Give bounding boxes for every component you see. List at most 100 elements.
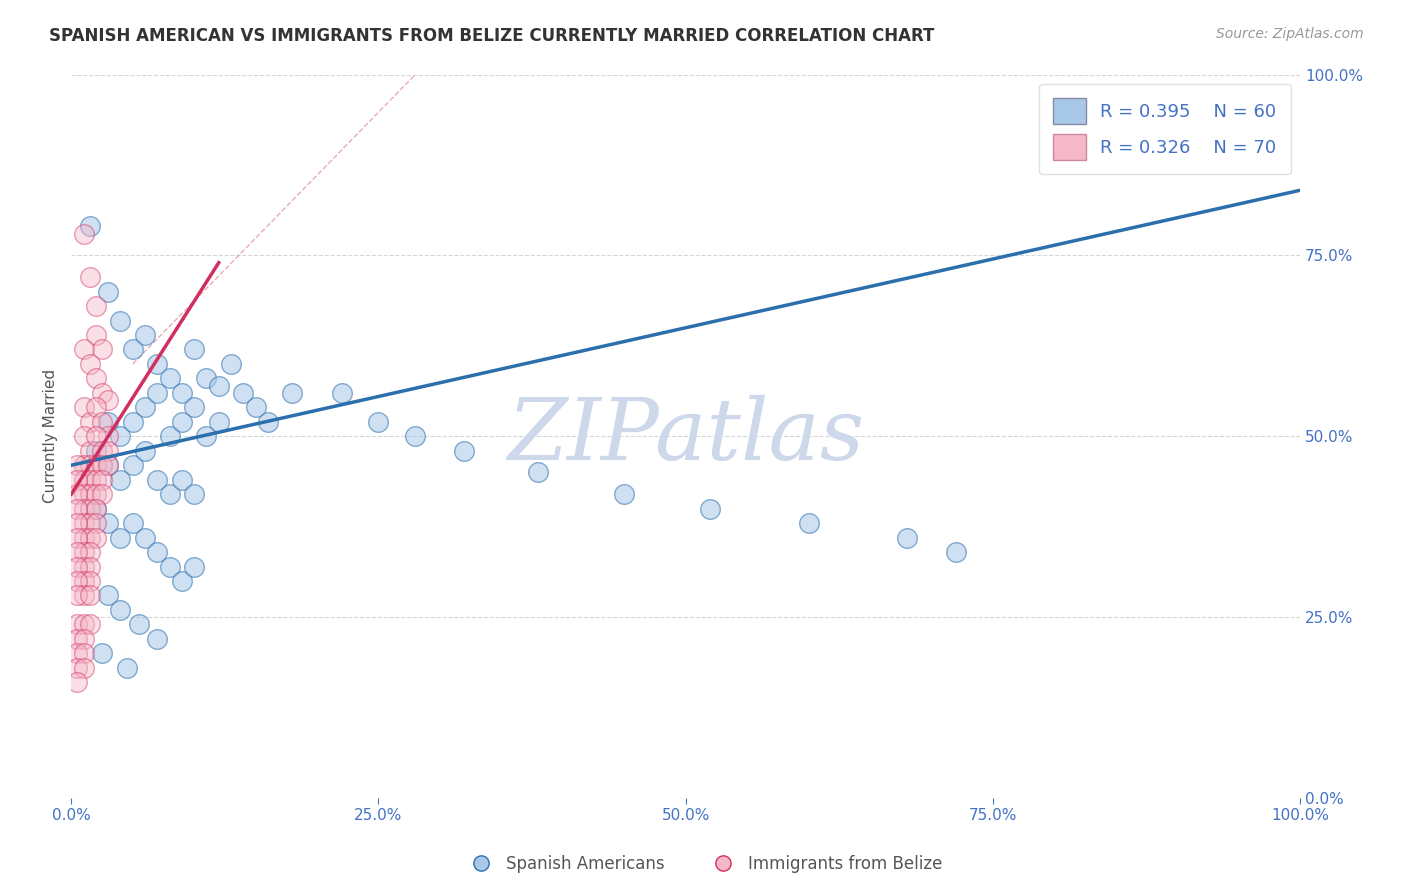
Point — [208, 415, 231, 429]
Point — [66, 661, 89, 675]
Point — [84, 501, 107, 516]
Point — [170, 574, 193, 588]
Point — [115, 661, 138, 675]
Point — [121, 458, 143, 473]
Point — [110, 313, 132, 327]
Point — [91, 343, 114, 357]
Point — [797, 516, 820, 530]
Point — [146, 632, 169, 646]
Point — [79, 589, 101, 603]
Point — [146, 357, 169, 371]
Point — [66, 516, 89, 530]
Point — [404, 429, 426, 443]
Point — [79, 270, 101, 285]
Point — [97, 458, 120, 473]
Point — [66, 545, 89, 559]
Point — [84, 299, 107, 313]
Point — [72, 401, 94, 415]
Point — [97, 415, 120, 429]
Point — [79, 473, 101, 487]
Point — [84, 371, 107, 385]
Point — [121, 415, 143, 429]
Point — [121, 343, 143, 357]
Text: ZIPatlas: ZIPatlas — [508, 395, 865, 477]
Point — [896, 531, 918, 545]
Point — [97, 589, 120, 603]
Y-axis label: Currently Married: Currently Married — [44, 369, 58, 503]
Point — [134, 401, 156, 415]
Point — [72, 458, 94, 473]
Point — [72, 516, 94, 530]
Point — [170, 473, 193, 487]
Point — [72, 646, 94, 660]
Point — [91, 646, 114, 660]
Point — [79, 531, 101, 545]
Point — [91, 385, 114, 400]
Point — [183, 343, 205, 357]
Point — [97, 429, 120, 443]
Point — [91, 415, 114, 429]
Point — [159, 487, 181, 501]
Point — [84, 328, 107, 343]
Point — [66, 501, 89, 516]
Point — [121, 516, 143, 530]
Point — [66, 589, 89, 603]
Point — [146, 473, 169, 487]
Point — [79, 458, 101, 473]
Point — [91, 473, 114, 487]
Point — [84, 401, 107, 415]
Point — [219, 357, 242, 371]
Point — [79, 545, 101, 559]
Point — [66, 458, 89, 473]
Point — [183, 401, 205, 415]
Point — [527, 466, 550, 480]
Point — [159, 559, 181, 574]
Point — [97, 516, 120, 530]
Point — [66, 617, 89, 632]
Point — [97, 443, 120, 458]
Point — [170, 415, 193, 429]
Point — [245, 401, 267, 415]
Point — [159, 429, 181, 443]
Point — [84, 429, 107, 443]
Point — [79, 617, 101, 632]
Point — [128, 617, 150, 632]
Point — [66, 473, 89, 487]
Point — [232, 385, 254, 400]
Point — [66, 632, 89, 646]
Legend: Spanish Americans, Immigrants from Belize: Spanish Americans, Immigrants from Beliz… — [457, 848, 949, 880]
Point — [72, 227, 94, 241]
Point — [84, 531, 107, 545]
Point — [330, 385, 353, 400]
Point — [72, 559, 94, 574]
Point — [72, 545, 94, 559]
Point — [170, 385, 193, 400]
Point — [84, 458, 107, 473]
Point — [613, 487, 636, 501]
Point — [79, 487, 101, 501]
Point — [72, 589, 94, 603]
Text: Source: ZipAtlas.com: Source: ZipAtlas.com — [1216, 27, 1364, 41]
Point — [91, 443, 114, 458]
Point — [66, 559, 89, 574]
Point — [72, 473, 94, 487]
Point — [79, 574, 101, 588]
Point — [134, 328, 156, 343]
Point — [79, 415, 101, 429]
Point — [79, 219, 101, 234]
Point — [72, 574, 94, 588]
Point — [91, 487, 114, 501]
Point — [72, 487, 94, 501]
Point — [453, 443, 475, 458]
Point — [84, 443, 107, 458]
Point — [195, 371, 218, 385]
Point — [72, 617, 94, 632]
Point — [79, 516, 101, 530]
Point — [97, 458, 120, 473]
Point — [97, 393, 120, 408]
Point — [91, 458, 114, 473]
Point — [79, 559, 101, 574]
Point — [84, 501, 107, 516]
Point — [281, 385, 304, 400]
Point — [146, 385, 169, 400]
